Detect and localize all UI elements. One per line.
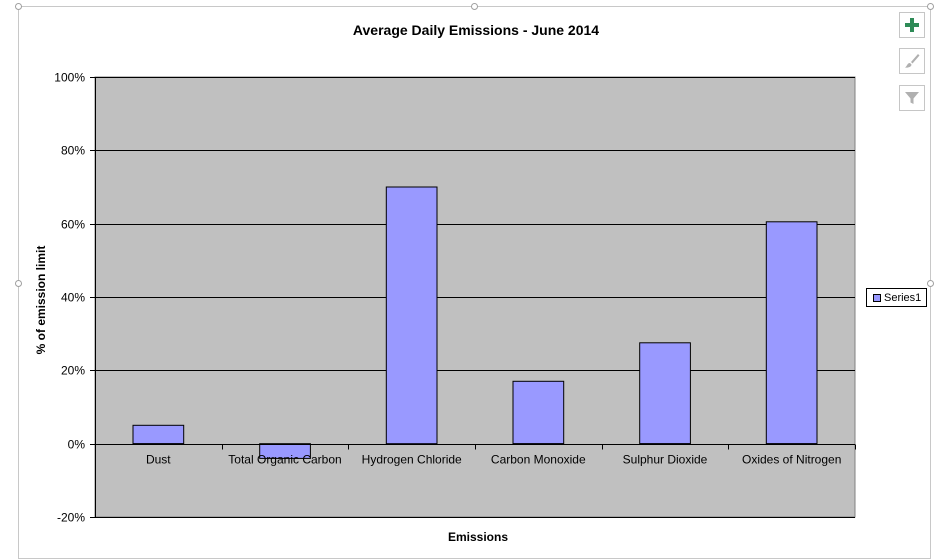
bar — [639, 342, 691, 445]
plot-area: -20% 0% 20% 40% 60% 80% 100% Dust Total Organic … — [54, 71, 856, 525]
y-tick-label: -20% — [57, 511, 85, 525]
chart-styles-button[interactable] — [899, 48, 925, 74]
x-tick-label: Carbon Monoxide — [491, 453, 586, 467]
y-tick-label: 80% — [61, 144, 85, 158]
resize-handle-right[interactable] — [927, 280, 934, 287]
filter-icon — [905, 92, 919, 104]
y-tick-label: 20% — [61, 364, 85, 378]
x-axis-title: Emissions — [448, 530, 508, 544]
x-tick-label: Dust — [146, 453, 171, 467]
chart-legend[interactable]: Series1 — [866, 288, 927, 307]
resize-handle-top-left[interactable] — [15, 3, 22, 10]
chart-title: Average Daily Emissions - June 2014 — [353, 22, 599, 38]
bar — [385, 186, 438, 445]
y-tick-label: 40% — [61, 291, 85, 305]
bar — [132, 424, 185, 445]
resize-handle-left[interactable] — [15, 280, 22, 287]
bar — [512, 380, 565, 445]
resize-handle-top-right[interactable] — [927, 3, 934, 10]
chart-filters-button[interactable] — [899, 85, 925, 111]
y-tick-label: 100% — [54, 71, 85, 85]
y-tick-label: 0% — [68, 438, 86, 452]
x-tick-label: Sulphur Dioxide — [623, 453, 708, 467]
bar — [765, 221, 818, 445]
x-tick-label: Hydrogen Chloride — [362, 453, 462, 467]
legend-label-series1: Series1 — [884, 291, 922, 304]
resize-handle-top[interactable] — [471, 3, 478, 10]
brush-icon — [905, 54, 920, 68]
y-tick-label: 60% — [61, 218, 85, 232]
bar — [259, 443, 311, 459]
y-axis-title: % of emission limit — [34, 246, 48, 355]
x-tick-label: Total Organic Carbon — [228, 453, 341, 467]
legend-swatch-series1 — [873, 293, 881, 302]
x-tick-label: Oxides of Nitrogen — [742, 453, 841, 467]
plus-icon — [905, 18, 919, 32]
chart-elements-button[interactable] — [899, 12, 925, 38]
